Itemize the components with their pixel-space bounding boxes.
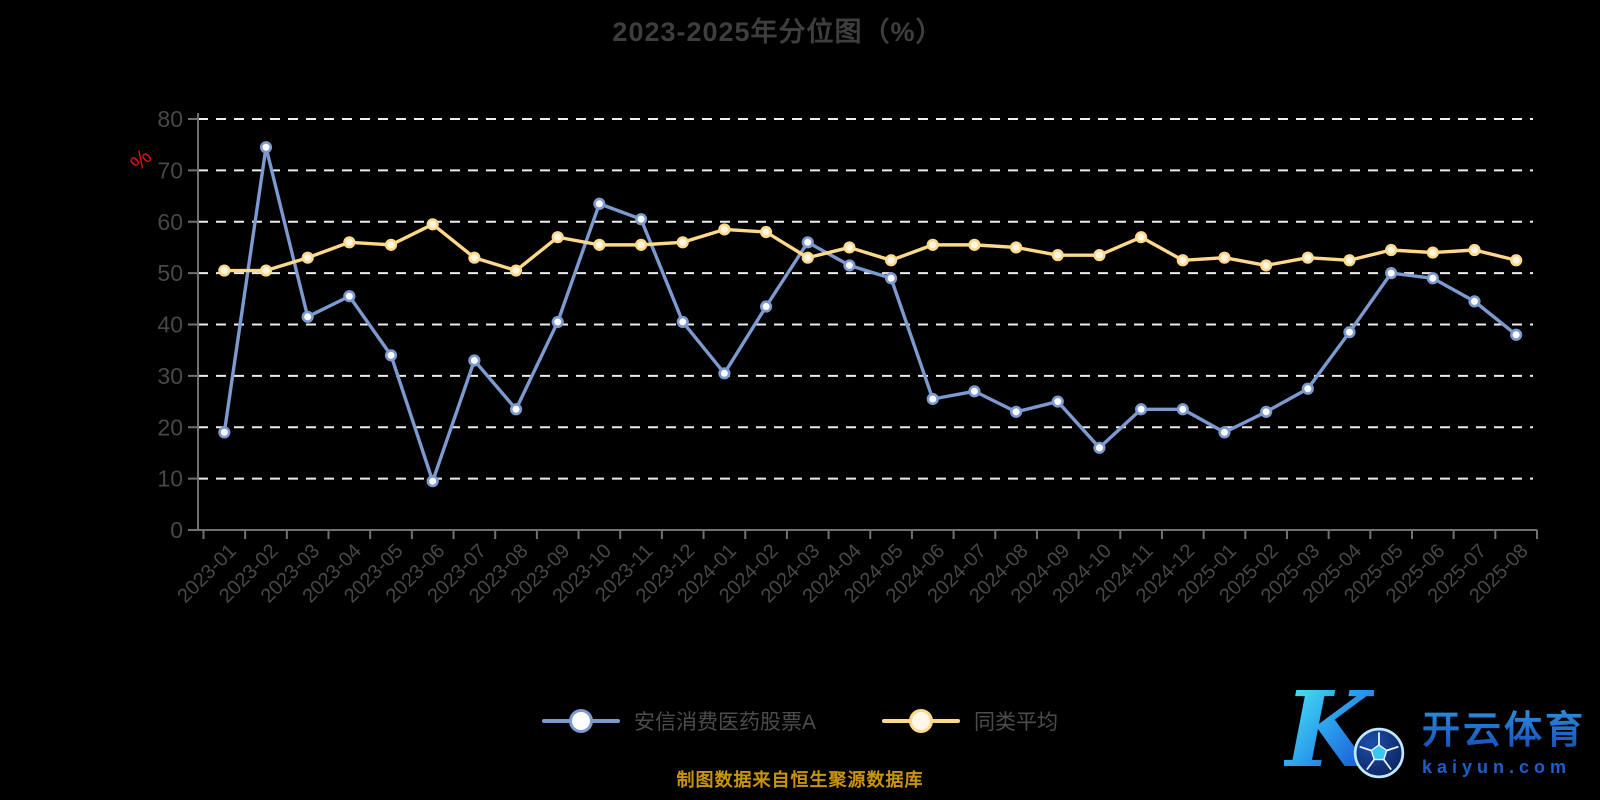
svg-text:50: 50 (157, 260, 183, 286)
svg-text:20: 20 (157, 414, 183, 440)
source-note: 制图数据来自恒生聚源数据库 (676, 770, 924, 790)
svg-text:30: 30 (157, 363, 183, 389)
svg-text:70: 70 (157, 157, 183, 183)
chart-legend: 安信消费医药股票A 同类平均 (0, 706, 1600, 736)
kaiyun-watermark[interactable]: K 开云体育 (1284, 678, 1586, 792)
kaiyun-domain: kaiyun.com (1421, 756, 1572, 777)
svg-text:10: 10 (157, 466, 183, 492)
svg-text:60: 60 (157, 209, 183, 235)
kaiyun-brand-name: 开云体育 (1422, 699, 1586, 754)
chart-title: 2023-2025年分位图（%） (612, 17, 944, 47)
svg-text:0: 0 (170, 517, 183, 543)
line-chart: 010203040506070802023-012023-022023-0320… (125, 106, 1538, 607)
kaiyun-logo: K (1284, 678, 1405, 792)
average-series-marker-icon (882, 708, 960, 734)
fund-series-marker-icon (541, 708, 620, 734)
svg-text:80: 80 (157, 106, 183, 132)
legend-item-fund: 安信消费医药股票A (541, 706, 816, 736)
average-series-label: 同类平均 (974, 711, 1058, 734)
svg-text:40: 40 (157, 312, 183, 338)
kaiyun-watermark-text: 开云体育 kaiyun.com (1422, 699, 1586, 778)
svg-text:%: % (125, 144, 157, 176)
soccer-ball-icon (1353, 727, 1405, 779)
legend-item-average: 同类平均 (882, 706, 1058, 736)
fund-series-label: 安信消费医药股票A (633, 711, 816, 734)
